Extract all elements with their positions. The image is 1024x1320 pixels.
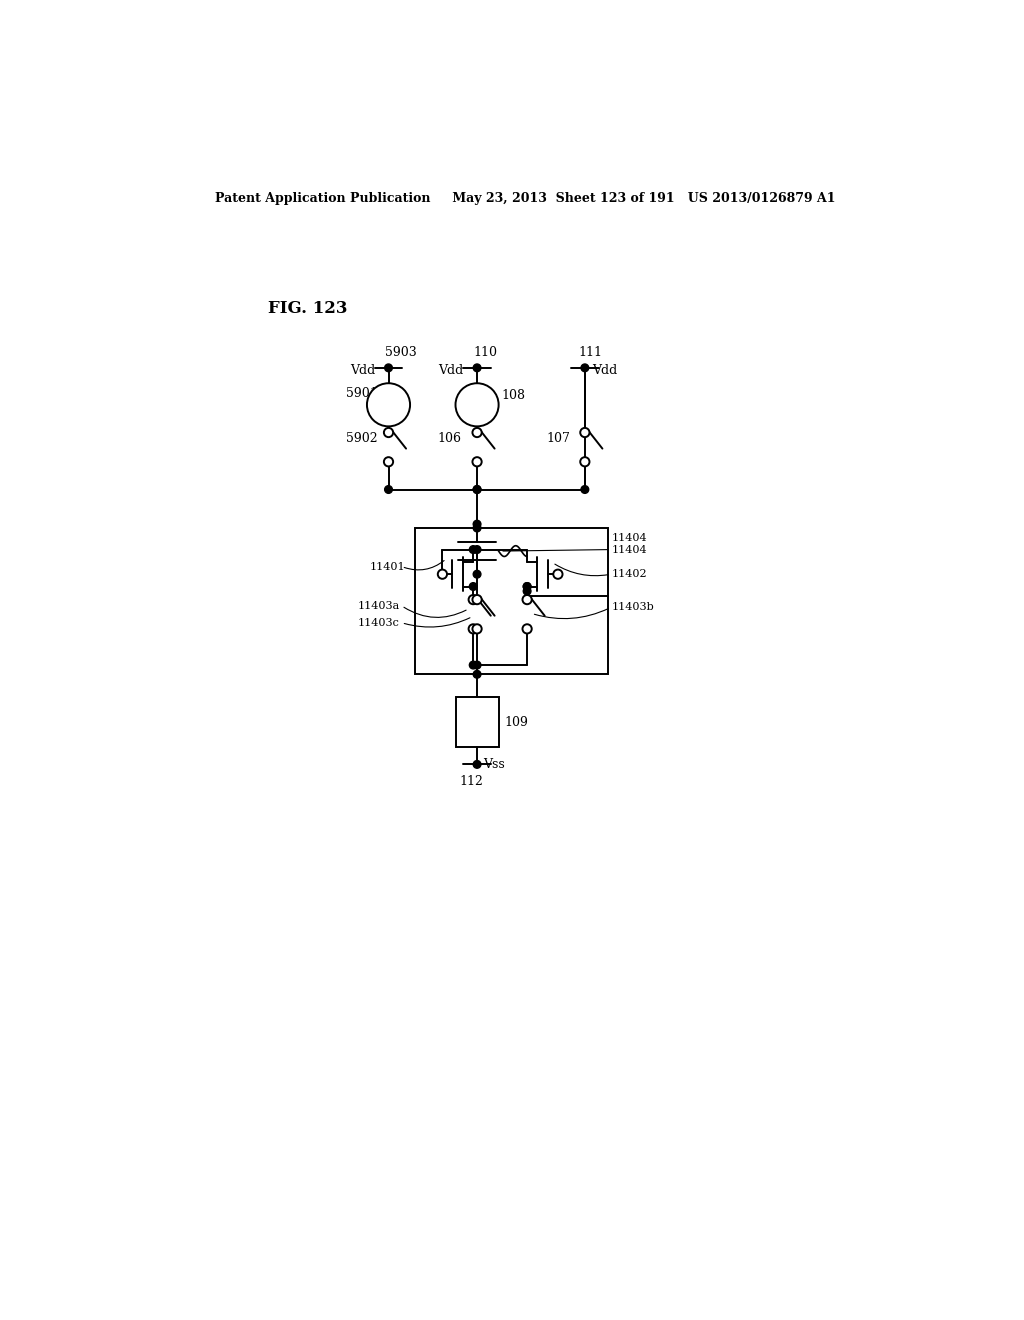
Circle shape [473,486,481,494]
Circle shape [385,364,392,372]
Circle shape [581,457,590,466]
Circle shape [456,383,499,426]
Circle shape [473,486,481,494]
Circle shape [469,661,477,669]
Text: 5902: 5902 [346,432,378,445]
Circle shape [469,582,477,590]
Text: 11401: 11401 [370,561,404,572]
Bar [416,528,608,675]
Circle shape [523,582,531,590]
Text: 11402: 11402 [611,569,647,579]
Text: Vdd: Vdd [350,363,375,376]
Circle shape [523,582,531,590]
Text: Patent Application Publication     May 23, 2013  Sheet 123 of 191   US 2013/0126: Patent Application Publication May 23, 2… [215,191,835,205]
Text: 107: 107 [547,432,570,445]
Text: Vdd: Vdd [593,363,617,376]
Text: 5903: 5903 [385,346,417,359]
Circle shape [581,428,590,437]
Circle shape [473,671,481,678]
Text: 109: 109 [504,715,528,729]
Circle shape [473,760,481,768]
Text: 110: 110 [473,346,498,359]
Text: 106: 106 [437,432,461,445]
Circle shape [469,595,478,605]
Circle shape [473,570,481,578]
Text: 5901: 5901 [346,387,378,400]
Text: Vdd: Vdd [438,363,464,376]
Circle shape [522,624,531,634]
Circle shape [473,520,481,528]
Circle shape [473,364,481,372]
Circle shape [384,457,393,466]
Circle shape [367,383,410,426]
Circle shape [472,428,481,437]
Text: 112: 112 [459,775,483,788]
Bar [457,697,499,747]
Text: 11403b: 11403b [611,602,654,612]
Text: 11403c: 11403c [357,618,399,628]
Circle shape [438,570,447,579]
Circle shape [472,624,481,634]
Circle shape [469,545,477,553]
Text: Vss: Vss [483,758,505,771]
Circle shape [473,524,481,532]
Text: 111: 111 [579,346,603,359]
Circle shape [553,570,562,579]
Text: 108: 108 [502,389,525,403]
Circle shape [581,364,589,372]
Text: FIG. 123: FIG. 123 [267,300,347,317]
Circle shape [581,486,589,494]
Circle shape [522,595,531,605]
Circle shape [473,661,481,669]
Circle shape [469,624,478,634]
Circle shape [472,595,481,605]
Circle shape [385,486,392,494]
Circle shape [472,457,481,466]
Circle shape [384,428,393,437]
Circle shape [473,545,481,553]
Circle shape [523,587,531,595]
Text: 11403a: 11403a [357,601,400,611]
Text: 11404: 11404 [611,545,647,554]
Text: 11404: 11404 [611,533,647,543]
